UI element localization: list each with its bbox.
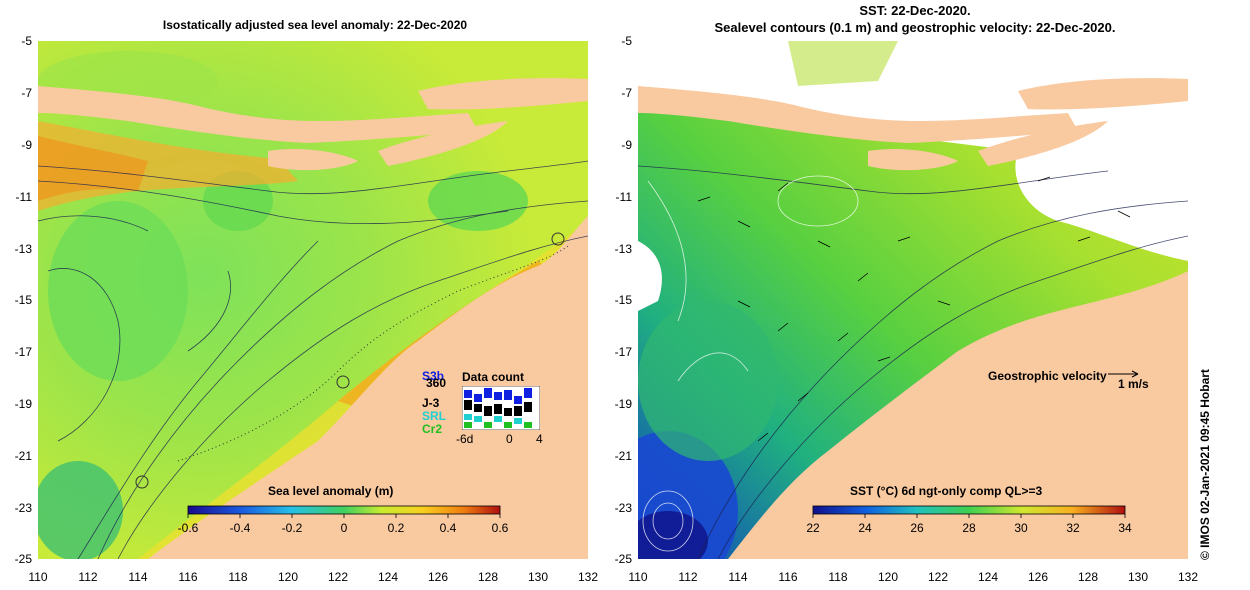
y-tick-label: -17 <box>14 345 32 359</box>
sst-colorbar-title: SST (°C) 6d ngt-only comp QL>=3 <box>850 484 1043 498</box>
velocity-scale-label: 1 m/s <box>1118 377 1149 391</box>
x-tick-label: 114 <box>128 570 148 584</box>
y-tick-label: -7 <box>621 86 632 100</box>
y-tick-label: -9 <box>21 138 32 152</box>
x-tick-label: 132 <box>577 570 599 584</box>
y-tick-label: -5 <box>21 34 32 48</box>
y-tick-label: -13 <box>14 242 32 256</box>
sla-colorbar-title: Sea level anomaly (m) <box>268 484 394 498</box>
data-count-axis-0: 0 <box>506 432 513 446</box>
x-tick-label: 118 <box>228 570 248 584</box>
sla-cbar-label: -0.2 <box>281 521 303 535</box>
sla-cbar-label: -0.6 <box>177 521 199 535</box>
credit-anchor: © IMOS 02-Jan-2021 09:45 Hobart <box>1198 330 1212 560</box>
right-title-line1: SST: 22-Dec-2020. <box>859 3 971 18</box>
y-tick-label: -21 <box>614 449 632 463</box>
data-count-axis-neg6d: -6d <box>456 432 474 446</box>
x-tick-label: 120 <box>277 570 299 584</box>
sst-cbar-label: 28 <box>962 521 976 535</box>
sst-map: Geostrophic velocity 1 m/s SST (°C) 6d n… <box>638 41 1188 559</box>
sst-map-canvas <box>638 41 1188 559</box>
sla-cbar-label: 0 <box>340 521 348 535</box>
left-map-title: Isostatically adjusted sea level anomaly… <box>162 18 468 32</box>
geostrophic-velocity-label: Geostrophic velocity <box>988 369 1107 383</box>
y-tick-label: -21 <box>14 449 32 463</box>
x-tick-label: 110 <box>28 570 48 584</box>
sst-cbar-label: 26 <box>910 521 924 535</box>
y-tick-label: -23 <box>614 501 632 515</box>
x-tick-label: 130 <box>527 570 549 584</box>
y-tick-label: -19 <box>14 397 32 411</box>
right-title-line2: Sealevel contours (0.1 m) and geostrophi… <box>714 20 1116 35</box>
y-tick-label: -17 <box>614 345 632 359</box>
x-tick-label: 122 <box>327 570 349 584</box>
x-tick-label: 116 <box>178 570 198 584</box>
y-tick-label: -11 <box>615 190 632 204</box>
data-count-title: Data count <box>462 370 525 384</box>
x-tick-label: 114 <box>728 570 748 584</box>
sat-label-cr2: Cr2 <box>422 422 443 436</box>
x-tick-label: 128 <box>1077 570 1099 584</box>
sla-cbar-label: 0.4 <box>439 521 457 535</box>
y-tick-label: -11 <box>15 190 32 204</box>
sea-level-anomaly-map: S3b 360 Data count J-3 SRL Cr2 -6d 0 4 S… <box>38 41 588 559</box>
y-tick-label: -25 <box>614 552 632 566</box>
x-tick-label: 130 <box>1127 570 1149 584</box>
x-tick-label: 132 <box>1177 570 1199 584</box>
sla-map-canvas <box>38 41 588 559</box>
sla-cbar-label: -0.4 <box>229 521 251 535</box>
data-count-bars <box>462 386 540 430</box>
y-tick-label: -23 <box>14 501 32 515</box>
sat-label-s3b: S3b <box>422 369 445 383</box>
sla-cbar-label: 0.2 <box>387 521 405 535</box>
imos-credit: © IMOS 02-Jan-2021 09:45 Hobart <box>1198 369 1212 560</box>
sst-cbar-label: 22 <box>806 521 820 535</box>
x-tick-label: 112 <box>678 570 698 584</box>
x-tick-label: 126 <box>427 570 449 584</box>
sat-label-j3: J-3 <box>422 396 440 410</box>
x-tick-label: 110 <box>628 570 648 584</box>
y-tick-label: -15 <box>14 293 32 307</box>
sla-cbar-label: 0.6 <box>491 521 509 535</box>
y-tick-label: -13 <box>614 242 632 256</box>
right-map-title: SST: 22-Dec-2020. Sealevel contours (0.1… <box>640 2 1190 36</box>
x-tick-label: 122 <box>927 570 949 584</box>
y-tick-label: -25 <box>14 552 32 566</box>
sst-cbar-label: 34 <box>1118 521 1132 535</box>
x-tick-label: 116 <box>778 570 798 584</box>
sst-cbar-label: 30 <box>1014 521 1028 535</box>
sat-label-360: 360 <box>426 376 447 390</box>
x-tick-label: 124 <box>977 570 999 584</box>
x-tick-label: 120 <box>877 570 899 584</box>
x-tick-label: 112 <box>78 570 98 584</box>
y-tick-label: -15 <box>614 293 632 307</box>
velocity-arrows <box>697 176 1131 442</box>
x-tick-label: 124 <box>377 570 399 584</box>
y-tick-label: -7 <box>21 86 32 100</box>
y-tick-label: -9 <box>621 138 632 152</box>
x-tick-label: 126 <box>1027 570 1049 584</box>
x-tick-label: 118 <box>828 570 848 584</box>
data-count-axis-4: 4 <box>536 432 543 446</box>
y-tick-label: -5 <box>621 34 632 48</box>
y-tick-label: -19 <box>614 397 632 411</box>
x-tick-label: 128 <box>477 570 499 584</box>
sat-label-srl: SRL <box>422 409 446 423</box>
sst-cbar-label: 32 <box>1066 521 1080 535</box>
sst-cbar-label: 24 <box>858 521 872 535</box>
